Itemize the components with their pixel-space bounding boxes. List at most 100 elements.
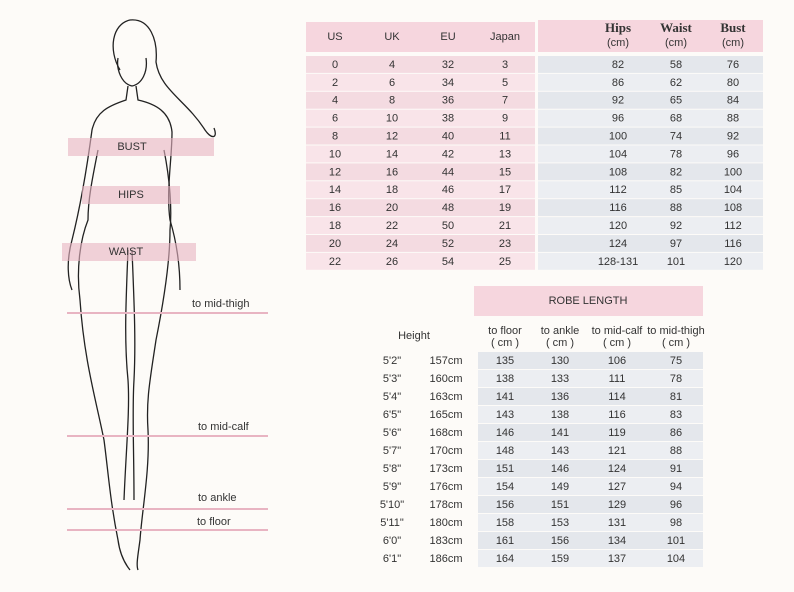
row-bg bbox=[306, 235, 535, 252]
column-header: to ankle bbox=[541, 325, 580, 337]
cell: 9 bbox=[502, 113, 508, 125]
cell: 8 bbox=[332, 130, 338, 142]
cell: 78 bbox=[670, 148, 682, 160]
hips-band bbox=[82, 186, 180, 204]
cell: 5'10" bbox=[380, 499, 404, 511]
cell: 146 bbox=[551, 463, 569, 475]
cell: 151 bbox=[496, 463, 514, 475]
cell: 40 bbox=[442, 130, 454, 142]
cell: 44 bbox=[442, 166, 454, 178]
cell: 92 bbox=[727, 130, 739, 142]
cell: 96 bbox=[727, 148, 739, 160]
cell: 116 bbox=[609, 202, 627, 214]
row-bg bbox=[538, 56, 763, 73]
length-label: to ankle bbox=[198, 492, 237, 504]
cell: 97 bbox=[670, 238, 682, 250]
cell: 170cm bbox=[429, 445, 462, 457]
cell: 14 bbox=[329, 184, 341, 196]
row-bg bbox=[478, 514, 703, 531]
cell: 116 bbox=[608, 409, 626, 421]
cell: 131 bbox=[608, 517, 626, 529]
cell: 6 bbox=[332, 113, 338, 125]
cell: 15 bbox=[499, 166, 511, 178]
row-bg bbox=[306, 181, 535, 199]
cell: 104 bbox=[724, 184, 742, 196]
cell: 32 bbox=[442, 59, 454, 71]
cell: 92 bbox=[612, 95, 624, 107]
column-header: US bbox=[327, 31, 342, 43]
row-bg bbox=[306, 145, 535, 163]
cell: 112 bbox=[724, 220, 742, 232]
cell: 129 bbox=[608, 499, 626, 511]
column-header: to mid-thigh bbox=[647, 325, 704, 337]
cell: 11 bbox=[499, 130, 510, 142]
column-unit: ( cm ) bbox=[603, 337, 631, 349]
cell: 163cm bbox=[429, 391, 462, 403]
cell: 94 bbox=[670, 481, 682, 493]
cell: 17 bbox=[499, 184, 511, 196]
cell: 5'6" bbox=[383, 427, 401, 439]
cell: 68 bbox=[670, 113, 682, 125]
cell: 5'4" bbox=[383, 391, 401, 403]
cell: 104 bbox=[667, 553, 685, 565]
cell: 124 bbox=[609, 238, 627, 250]
column-header: Waist bbox=[660, 20, 692, 35]
row-bg bbox=[538, 73, 763, 91]
cell: 18 bbox=[386, 184, 398, 196]
cell: 146 bbox=[496, 427, 514, 439]
cell: 160cm bbox=[429, 373, 462, 385]
column-header: Hips bbox=[605, 20, 631, 35]
cell: 38 bbox=[442, 113, 454, 125]
cell: 18 bbox=[329, 220, 341, 232]
cell: 101 bbox=[667, 535, 685, 547]
row-bg bbox=[538, 252, 763, 270]
cell: 154 bbox=[496, 481, 514, 493]
cell: 112 bbox=[609, 184, 627, 196]
cell: 114 bbox=[608, 391, 626, 403]
column-unit: ( cm ) bbox=[546, 337, 574, 349]
row-bg bbox=[478, 424, 703, 441]
cell: 135 bbox=[496, 355, 514, 367]
cell: 13 bbox=[499, 148, 511, 160]
cell: 8 bbox=[389, 95, 395, 107]
cell: 156 bbox=[551, 535, 569, 547]
cell: 91 bbox=[670, 463, 682, 475]
cell: 81 bbox=[670, 391, 682, 403]
cell: 106 bbox=[608, 355, 626, 367]
cell: 137 bbox=[608, 553, 626, 565]
figure-label: BUST bbox=[117, 141, 147, 153]
row-bg bbox=[538, 199, 763, 217]
row-bg bbox=[306, 199, 535, 217]
measure-bands bbox=[62, 138, 214, 261]
cell: 124 bbox=[608, 463, 626, 475]
cell: 5'3" bbox=[383, 373, 401, 385]
cell: 23 bbox=[499, 238, 511, 250]
cell: 0 bbox=[332, 59, 338, 71]
row-bg bbox=[538, 217, 763, 234]
cell: 138 bbox=[496, 373, 514, 385]
cell: 5 bbox=[502, 77, 508, 89]
cell: 48 bbox=[442, 202, 454, 214]
cell: 82 bbox=[612, 59, 624, 71]
cell: 5'8" bbox=[383, 463, 401, 475]
cell: 108 bbox=[724, 202, 742, 214]
cell: 4 bbox=[389, 59, 395, 71]
cell: 168cm bbox=[429, 427, 462, 439]
size-header-bg bbox=[306, 22, 535, 52]
waist-band bbox=[62, 243, 196, 261]
cell: 6'0" bbox=[383, 535, 401, 547]
cell: 75 bbox=[670, 355, 682, 367]
cell: 82 bbox=[670, 166, 682, 178]
cell: 96 bbox=[612, 113, 624, 125]
row-bg bbox=[538, 91, 763, 109]
row-bg bbox=[478, 388, 703, 405]
cell: 178cm bbox=[429, 499, 462, 511]
cell: 141 bbox=[551, 427, 569, 439]
column-header: to mid-calf bbox=[592, 325, 644, 337]
cell: 116 bbox=[724, 238, 742, 250]
cell: 88 bbox=[670, 202, 682, 214]
column-header: UK bbox=[384, 31, 400, 43]
cell: 22 bbox=[386, 220, 398, 232]
cell: 62 bbox=[670, 77, 682, 89]
row-bg bbox=[306, 73, 535, 91]
